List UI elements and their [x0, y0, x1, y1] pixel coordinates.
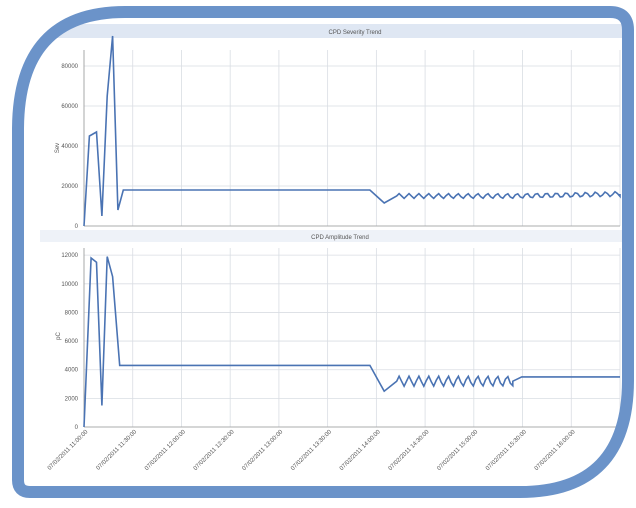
- amplitude-title-bar: [40, 230, 630, 242]
- y-tick-label: 20000: [61, 184, 78, 190]
- y-tick-label: 0: [75, 224, 79, 230]
- y-tick-label: 2000: [65, 396, 79, 402]
- severity-title-bar: [40, 24, 630, 38]
- y-tick-label: 4000: [65, 368, 79, 374]
- amplitude-x-ticks: 07/02/2011 11:00:00 07/02/2011 11:30:00 07…: [47, 429, 577, 472]
- y-tick-label: 0: [75, 425, 79, 431]
- x-tick-label: 07/02/2011 16:00:00: [534, 429, 577, 472]
- y-tick-label: 60000: [61, 104, 78, 110]
- severity-title: CPD Severity Trend: [328, 30, 381, 36]
- x-tick-label: 07/02/2011 12:00:00: [144, 429, 187, 472]
- y-tick-label: 12000: [61, 253, 78, 259]
- amplitude-title: CPD Amplitude Trend: [311, 235, 369, 241]
- x-tick-label: 07/02/2011 14:00:00: [339, 429, 382, 472]
- amplitude-line: [83, 256, 620, 428]
- amplitude-gridlines: [83, 248, 621, 428]
- amplitude-ylabel: pC: [56, 331, 62, 339]
- y-tick-label: 40000: [61, 144, 78, 150]
- x-tick-label: 07/02/2011 11:00:00: [47, 429, 90, 472]
- amplitude-chart: CPD Amplitude Trend pC 0 2000 4000 6000 8000…: [40, 230, 630, 472]
- severity-chart: CPD Severity Trend Sev 0 20000 40000 60000 8…: [40, 24, 630, 230]
- y-tick-label: 80000: [61, 64, 78, 70]
- x-tick-label: 07/02/2011 13:30:00: [290, 429, 333, 472]
- y-tick-label: 10000: [61, 282, 78, 288]
- decorative-frame-border: [12, 5, 634, 498]
- amplitude-y-ticks: 0 2000 4000 6000 8000 10000 12000: [61, 253, 78, 431]
- x-tick-label: 07/02/2011 14:30:00: [388, 429, 431, 472]
- y-tick-label: 6000: [65, 339, 79, 345]
- x-tick-label: 07/02/2011 15:00:00: [436, 429, 479, 472]
- x-tick-label: 07/02/2011 13:00:00: [241, 429, 284, 472]
- severity-gridlines: [83, 50, 621, 227]
- x-tick-label: 07/02/2011 12:30:00: [193, 429, 236, 472]
- severity-ylabel: Sev: [55, 143, 61, 153]
- severity-line: [83, 35, 621, 227]
- severity-y-ticks: 0 20000 40000 60000 80000: [61, 64, 78, 230]
- y-tick-label: 8000: [65, 310, 79, 316]
- x-tick-label: 07/02/2011 11:30:00: [96, 429, 139, 472]
- x-tick-label: 07/02/2011 15:30:00: [485, 429, 528, 472]
